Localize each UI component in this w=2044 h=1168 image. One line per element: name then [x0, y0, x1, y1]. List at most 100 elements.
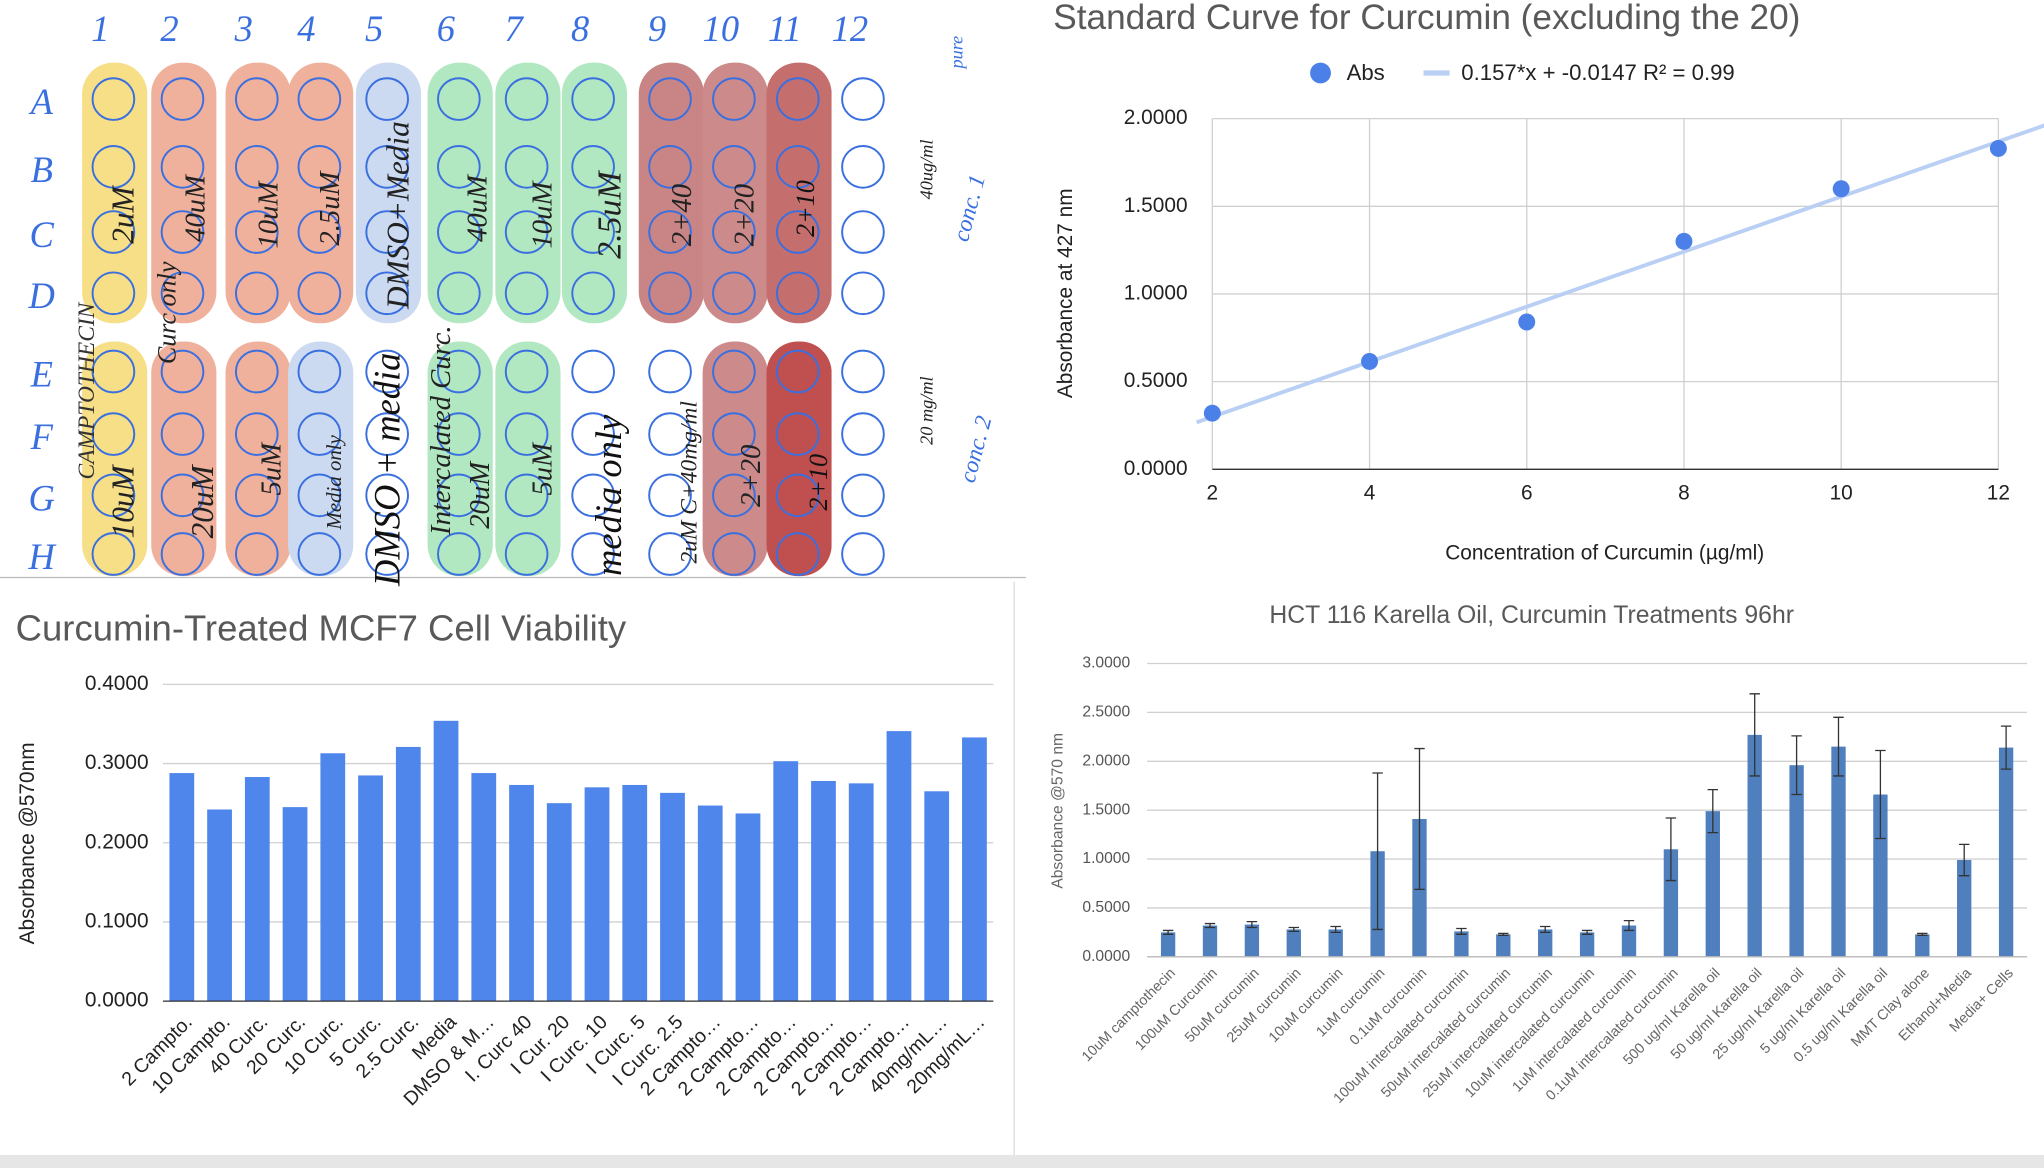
data-point	[1518, 313, 1536, 331]
well	[775, 210, 820, 254]
data-point	[1361, 352, 1379, 370]
well	[841, 77, 885, 121]
well	[160, 412, 205, 456]
error-bar	[1288, 926, 1300, 933]
well	[437, 145, 481, 189]
legend-label: 0.157*x + -0.0147 R² = 0.99	[1461, 60, 1734, 85]
handwritten-note: 10uM	[526, 180, 558, 249]
bar	[1244, 924, 1260, 957]
handwritten-note: 2uM	[106, 184, 141, 243]
well	[91, 271, 136, 316]
row-label: D	[28, 275, 55, 316]
x-axis-label: Concentration of Curcumin (µg/ml)	[1445, 542, 1764, 565]
column-label: 7	[504, 8, 524, 49]
well	[775, 145, 820, 189]
handwritten-note: 2.5uM	[591, 170, 628, 259]
plate-well-group	[495, 341, 561, 577]
bar	[1831, 746, 1846, 957]
bar	[1621, 925, 1637, 957]
well	[775, 349, 820, 394]
well	[504, 77, 549, 121]
row-label: B	[31, 149, 53, 190]
well	[648, 210, 692, 254]
y-axis-label: Absorbance @570nm	[16, 742, 39, 944]
plate-well-group	[766, 341, 832, 577]
row-label: C	[30, 214, 55, 255]
well	[160, 77, 205, 121]
well	[437, 210, 481, 254]
data-point	[1989, 139, 2007, 157]
bar	[1957, 860, 1972, 957]
data-point	[1832, 180, 1850, 198]
error-bar	[1581, 929, 1593, 935]
bar	[244, 777, 270, 1002]
bar	[358, 775, 383, 1002]
y-tick-label: 0.1000	[85, 909, 149, 932]
chart: Standard Curve for Curcumin (excluding t…	[1053, 0, 2044, 565]
plate-well-group	[702, 341, 768, 577]
y-tick-label: 0.3000	[85, 751, 149, 774]
x-tick-label: 12	[1987, 482, 2010, 505]
well	[841, 271, 885, 316]
bar	[622, 784, 648, 1002]
y-tick-label: 0.0000	[1124, 457, 1188, 480]
plate-well-group	[355, 62, 422, 324]
well	[297, 77, 342, 121]
y-tick-label: 1.0000	[1124, 281, 1188, 304]
error-bar	[1204, 922, 1216, 929]
well	[437, 473, 481, 518]
well	[91, 145, 136, 189]
plate-well-group	[151, 341, 217, 577]
well	[504, 473, 549, 518]
error-bar	[1246, 920, 1258, 929]
handwritten-note: 40uM	[461, 173, 493, 242]
well	[234, 77, 279, 121]
well	[437, 77, 481, 121]
error-bar	[1958, 843, 1970, 877]
handwritten-note: 40uM	[180, 173, 212, 242]
column-label: 10	[703, 8, 740, 49]
plate-well-group	[766, 62, 832, 324]
bar	[1915, 934, 1930, 957]
bar	[169, 773, 195, 1002]
column-label: 9	[648, 8, 666, 49]
well	[91, 532, 136, 576]
handwritten-note: 2+10	[804, 454, 833, 511]
well	[571, 271, 615, 316]
well	[365, 145, 409, 189]
handwritten-note: Intercalated Curc.	[425, 325, 457, 536]
x-tick-label: 10	[1830, 482, 1853, 505]
error-bar	[1456, 927, 1467, 935]
plate-well-group	[82, 62, 148, 324]
well	[571, 412, 615, 456]
well	[160, 532, 205, 576]
well	[712, 145, 756, 189]
well	[504, 271, 549, 316]
error-bar	[1875, 749, 1886, 840]
y-axis-label: Absorbance @570 nm	[1050, 733, 1067, 889]
bar	[282, 807, 308, 1002]
handwritten-note: 5uM	[255, 441, 287, 496]
bar	[1454, 931, 1469, 957]
plate-well-group	[831, 341, 897, 577]
well	[160, 271, 205, 316]
plate-well-group	[225, 62, 291, 324]
well	[841, 349, 885, 394]
well	[571, 145, 615, 189]
well	[841, 145, 885, 189]
plate-well-group	[831, 62, 897, 324]
well	[775, 271, 820, 316]
row-label: G	[29, 477, 55, 518]
bar	[1538, 929, 1553, 957]
well	[234, 412, 279, 456]
plate-well-group	[638, 341, 704, 577]
well	[648, 145, 692, 189]
well	[648, 77, 692, 121]
bar	[1663, 849, 1679, 957]
handwritten-note: 2+40	[666, 184, 698, 246]
bar	[395, 746, 421, 1002]
bar	[1873, 794, 1888, 957]
row-label: H	[28, 536, 57, 577]
handwritten-note: 20 mg/ml	[916, 376, 936, 444]
handwritten-note: CAMPTOTHECIN	[74, 301, 100, 479]
